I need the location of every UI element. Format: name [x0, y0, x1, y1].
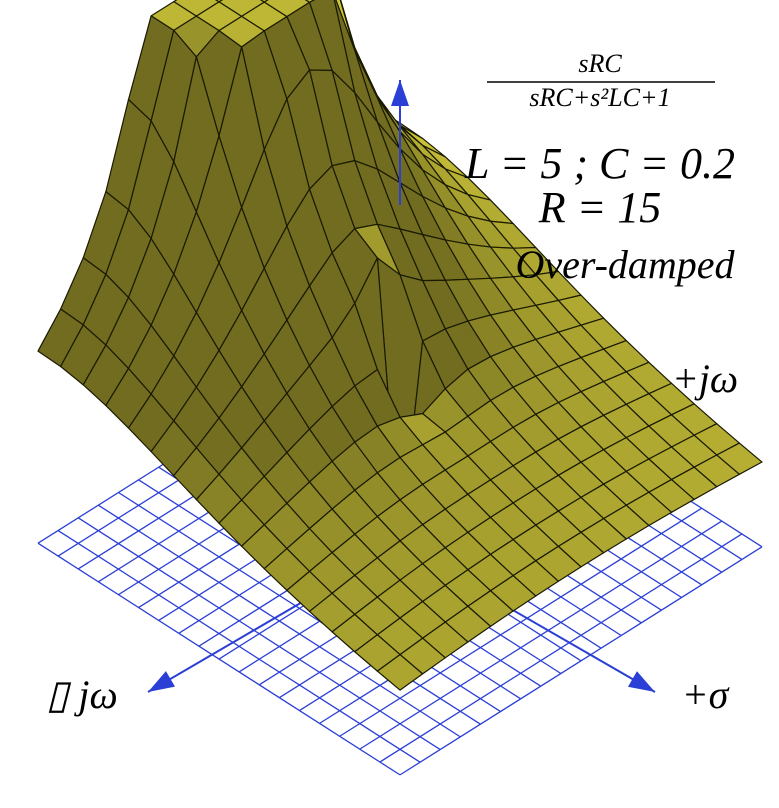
axis-label-plus-sigma: +σ: [682, 672, 730, 717]
formula-numerator: sRC: [578, 49, 622, 78]
plane-line: [379, 533, 743, 763]
arrow-head: [391, 80, 409, 106]
parameters-r: R = 15: [538, 183, 662, 232]
plane-line: [399, 546, 763, 776]
arrow-head: [148, 671, 175, 692]
surface-facet: [376, 653, 424, 691]
magnitude-surface: [37, 0, 763, 691]
parameters-lc: L = 5 ; C = 0.2: [464, 139, 735, 188]
formula-denominator: sRC+s²LC+1: [529, 83, 670, 112]
axis-label-plus-jw: +jω: [672, 356, 738, 401]
axis-label-minus-jw: ▯ jω: [46, 672, 117, 717]
arrow-head: [627, 671, 655, 692]
plane-line: [359, 520, 723, 750]
overlay-arrows: [391, 80, 409, 205]
regime-label: Over-damped: [515, 242, 735, 287]
